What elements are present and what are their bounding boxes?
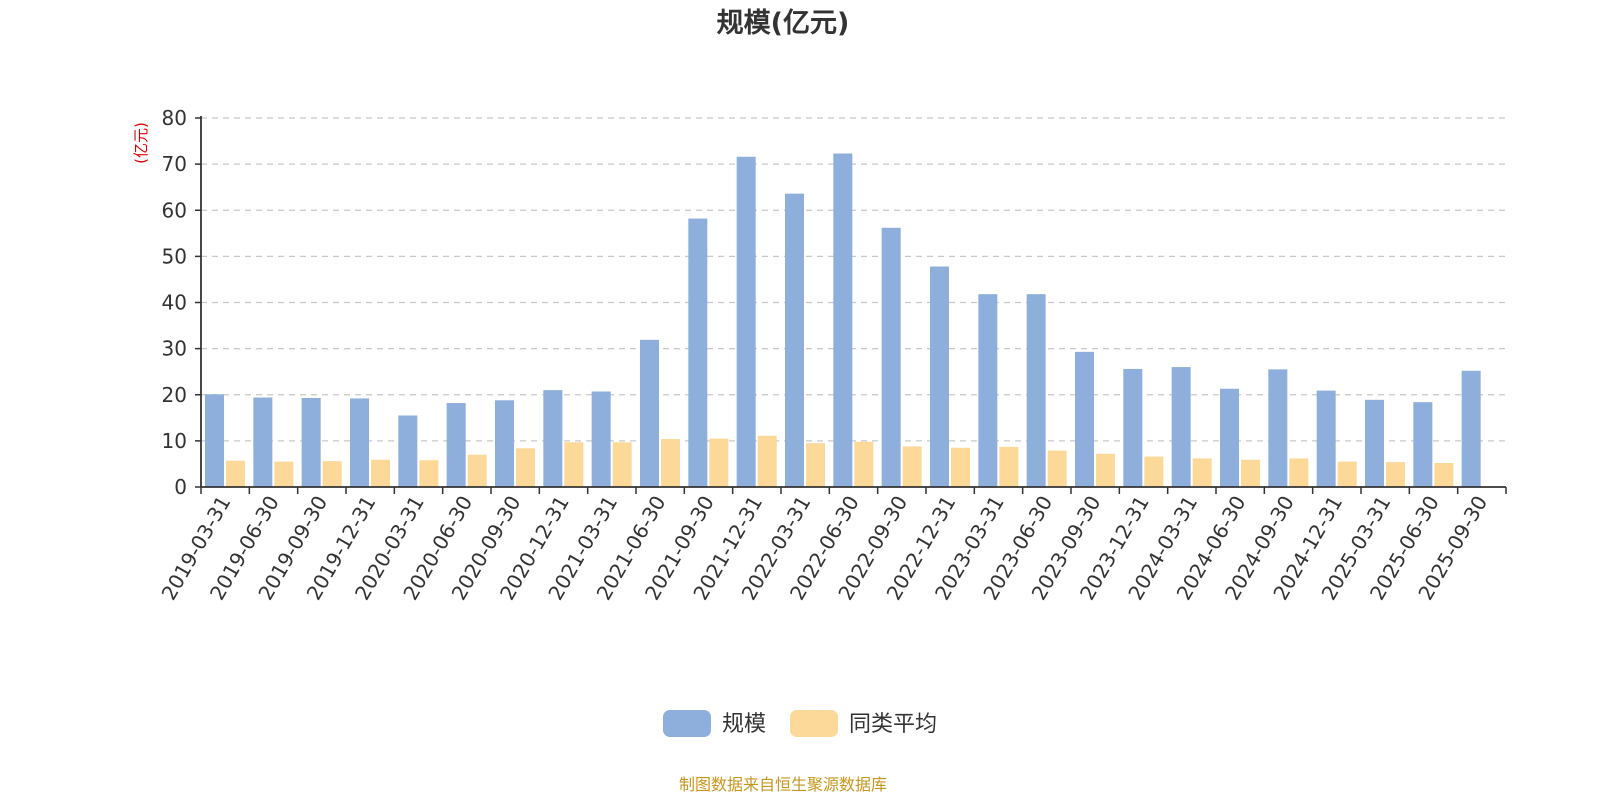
bar-scale bbox=[930, 266, 949, 487]
y-tick-label: 70 bbox=[162, 152, 187, 176]
tick-labels: 010203040506070802019-03-312019-06-30201… bbox=[157, 106, 1493, 604]
bar-peer-average bbox=[467, 454, 487, 487]
bar-scale bbox=[350, 398, 369, 487]
bar-peer-average bbox=[999, 446, 1019, 487]
legend-item[interactable]: 同类平均 bbox=[790, 710, 937, 737]
bar-peer-average bbox=[516, 448, 535, 487]
bar-peer-average bbox=[564, 442, 584, 487]
bar-scale bbox=[1123, 368, 1143, 487]
bar-scale bbox=[978, 294, 998, 487]
legend-label: 同类平均 bbox=[849, 712, 937, 737]
bar-scale bbox=[1026, 294, 1046, 487]
bar-peer-average bbox=[1434, 463, 1454, 487]
bar-peer-average bbox=[902, 446, 922, 487]
data-source-note: 制图数据来自恒生聚源数据库 bbox=[679, 775, 887, 794]
y-tick-label: 50 bbox=[162, 244, 187, 268]
bar-scale bbox=[1220, 388, 1239, 487]
bar-scale bbox=[1075, 351, 1094, 487]
bar-scale bbox=[736, 156, 756, 487]
chart-title: 规模(亿元) bbox=[717, 8, 850, 39]
bar-peer-average bbox=[1289, 458, 1309, 487]
bar-scale bbox=[495, 400, 514, 487]
bar-peer-average bbox=[1192, 458, 1212, 487]
bar-peer-average bbox=[951, 447, 970, 487]
bar-peer-average bbox=[226, 460, 245, 487]
bar-scale bbox=[1365, 399, 1384, 487]
bar-scale bbox=[446, 403, 466, 487]
bar-peer-average bbox=[322, 461, 342, 487]
bar-peer-average bbox=[854, 441, 874, 487]
y-tick-label: 0 bbox=[174, 475, 187, 499]
bar-peer-average bbox=[709, 438, 729, 487]
y-tick-label: 80 bbox=[162, 106, 187, 130]
bar-peer-average bbox=[419, 460, 439, 487]
bar-peer-average bbox=[806, 443, 825, 487]
bar-peer-average bbox=[612, 442, 632, 487]
bar-scale bbox=[398, 415, 418, 487]
grid-lines bbox=[201, 117, 1506, 442]
bar-scale bbox=[543, 390, 563, 487]
bars bbox=[205, 153, 1481, 488]
bar-peer-average bbox=[371, 459, 390, 487]
bar-scale bbox=[833, 153, 853, 488]
bar-scale bbox=[785, 193, 804, 487]
bar-scale bbox=[688, 218, 708, 488]
legend-swatch bbox=[663, 710, 711, 737]
bar-scale bbox=[253, 397, 273, 487]
bar-peer-average bbox=[1144, 456, 1164, 487]
legend[interactable]: 规模 同类平均 bbox=[663, 710, 937, 737]
y-axis-unit-label: (亿元) bbox=[132, 122, 150, 164]
y-tick-label: 20 bbox=[162, 383, 187, 407]
bar-peer-average bbox=[1241, 459, 1260, 487]
y-tick-label: 30 bbox=[162, 337, 187, 361]
bar-scale bbox=[301, 397, 321, 487]
bar-scale bbox=[1268, 369, 1288, 487]
bar-scale bbox=[205, 394, 224, 487]
y-tick-label: 60 bbox=[162, 198, 187, 222]
axes bbox=[195, 116, 1507, 494]
bar-scale bbox=[1316, 390, 1336, 487]
bar-peer-average bbox=[274, 461, 294, 487]
bar-scale bbox=[640, 339, 659, 487]
bar-scale bbox=[1171, 367, 1191, 487]
bar-peer-average bbox=[1096, 453, 1115, 487]
bar-scale bbox=[1413, 402, 1433, 487]
bar-scale bbox=[881, 227, 901, 487]
legend-swatch bbox=[790, 710, 838, 737]
bar-peer-average bbox=[757, 435, 777, 487]
legend-label: 规模 bbox=[722, 712, 766, 737]
y-tick-label: 10 bbox=[162, 429, 187, 453]
bar-peer-average bbox=[1047, 450, 1067, 487]
bar-peer-average bbox=[1386, 462, 1405, 487]
bar-peer-average bbox=[1337, 461, 1357, 487]
bar-peer-average bbox=[661, 439, 680, 487]
legend-item[interactable]: 规模 bbox=[663, 710, 766, 737]
bar-scale bbox=[591, 391, 611, 487]
y-tick-label: 40 bbox=[162, 291, 187, 315]
bar-scale bbox=[1461, 370, 1481, 487]
